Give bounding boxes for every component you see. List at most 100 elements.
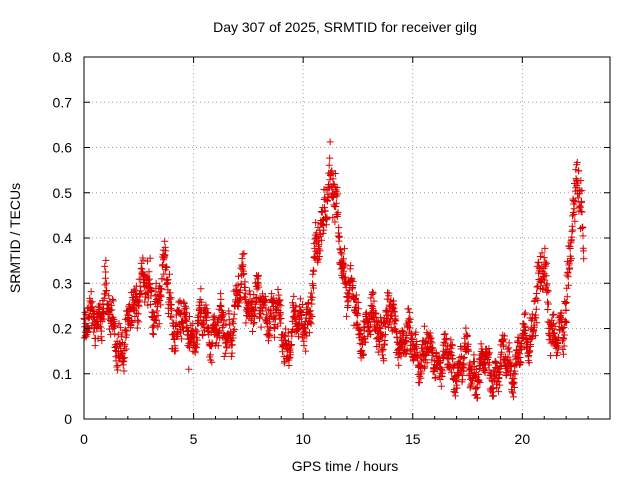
- data-point: [168, 313, 176, 321]
- data-point: [489, 392, 497, 400]
- data-point: [121, 354, 129, 362]
- data-point: [276, 310, 284, 318]
- data-point: [420, 322, 428, 330]
- data-point: [562, 317, 570, 325]
- data-point: [185, 313, 193, 321]
- data-point: [326, 138, 334, 146]
- data-point: [361, 338, 369, 346]
- data-point: [331, 169, 339, 177]
- data-point: [485, 345, 493, 353]
- data-point: [181, 302, 189, 310]
- data-point: [121, 340, 129, 348]
- data-point: [377, 333, 385, 341]
- data-point: [549, 311, 557, 319]
- data-point: [370, 297, 378, 305]
- data-point: [334, 190, 342, 198]
- data-point: [505, 348, 513, 356]
- data-point: [409, 341, 417, 349]
- data-point: [193, 327, 201, 335]
- data-point: [460, 353, 468, 361]
- data-point: [149, 330, 157, 338]
- data-point: [562, 298, 570, 306]
- data-point: [262, 304, 270, 312]
- data-point: [344, 297, 352, 305]
- data-point: [390, 320, 398, 328]
- data-point: [308, 300, 316, 308]
- data-point: [429, 351, 437, 359]
- data-point: [533, 319, 541, 327]
- data-point: [217, 295, 225, 303]
- y-tick-label: 0.4: [53, 230, 73, 246]
- data-point: [102, 256, 110, 264]
- data-point: [142, 289, 150, 297]
- data-point: [335, 233, 343, 241]
- data-point: [558, 324, 566, 332]
- data-point: [288, 340, 296, 348]
- data-point: [564, 257, 572, 265]
- data-point: [161, 251, 169, 259]
- data-point: [146, 281, 154, 289]
- data-point: [199, 330, 207, 338]
- data-point: [406, 315, 414, 323]
- data-point: [109, 297, 117, 305]
- data-point: [153, 307, 161, 315]
- data-point: [101, 290, 109, 298]
- data-point: [97, 313, 105, 321]
- data-point: [307, 320, 315, 328]
- data-point: [561, 299, 569, 307]
- data-point: [292, 302, 300, 310]
- data-point: [363, 310, 371, 318]
- data-point: [521, 309, 529, 317]
- data-point: [111, 330, 119, 338]
- data-point: [323, 215, 331, 223]
- data-point: [430, 368, 438, 376]
- data-point: [492, 359, 500, 367]
- data-point: [381, 331, 389, 339]
- data-point: [559, 345, 567, 353]
- data-point: [230, 327, 238, 335]
- data-point: [255, 272, 263, 280]
- data-point: [249, 311, 257, 319]
- data-point: [571, 197, 579, 205]
- data-point: [451, 392, 459, 400]
- data-point: [541, 244, 549, 252]
- data-point: [359, 350, 367, 358]
- data-point: [536, 253, 544, 261]
- data-point: [464, 347, 472, 355]
- data-point: [426, 329, 434, 337]
- data-point: [302, 347, 310, 355]
- data-point: [367, 301, 375, 309]
- data-point: [180, 327, 188, 335]
- data-point: [550, 310, 558, 318]
- y-tick-label: 0.7: [53, 94, 73, 110]
- data-point: [305, 329, 313, 337]
- data-point: [240, 270, 248, 278]
- data-point: [525, 359, 533, 367]
- data-point: [563, 318, 571, 326]
- data-point: [408, 330, 416, 338]
- y-tick-label: 0.2: [53, 321, 73, 337]
- data-point: [444, 342, 452, 350]
- data-point: [108, 306, 116, 314]
- data-point: [197, 285, 205, 293]
- plot-frame: [83, 56, 611, 420]
- data-point: [449, 355, 457, 363]
- data-point: [402, 349, 410, 357]
- data-point: [133, 324, 141, 332]
- data-point: [481, 360, 489, 368]
- data-point: [165, 270, 173, 278]
- data-point: [216, 334, 224, 342]
- data-point: [255, 283, 263, 291]
- data-point: [385, 289, 393, 297]
- data-point: [229, 334, 237, 342]
- data-point: [377, 313, 385, 321]
- data-point: [290, 292, 298, 300]
- data-point: [139, 256, 147, 264]
- data-point: [308, 293, 316, 301]
- data-point: [204, 309, 212, 317]
- data-point: [319, 229, 327, 237]
- data-point: [486, 349, 494, 357]
- data-point: [115, 319, 123, 327]
- data-point: [560, 335, 568, 343]
- tick-labels: 0 5 10 15 20 0 0.1 0.2 0.3 0.4 0.5 0.6 0.7 0.8: [53, 49, 531, 447]
